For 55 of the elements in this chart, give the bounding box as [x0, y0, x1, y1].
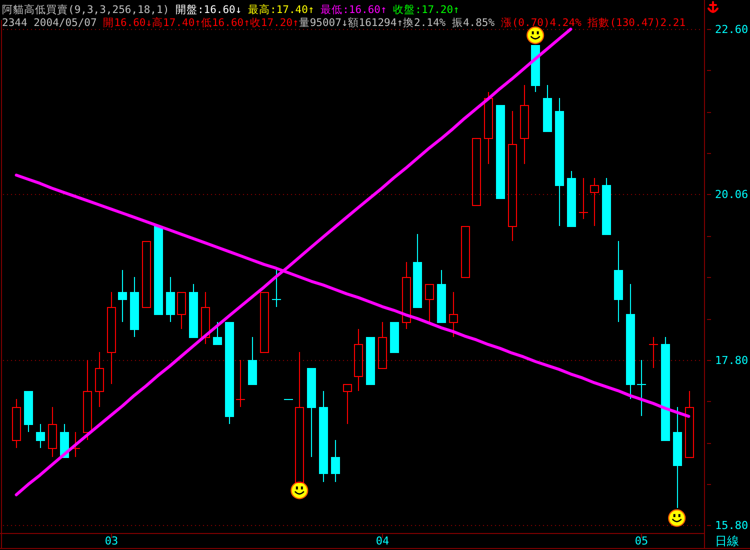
candlestick — [496, 105, 505, 199]
candlestick — [626, 284, 635, 400]
candlestick — [118, 270, 127, 322]
candlestick — [648, 336, 658, 368]
candlestick — [449, 292, 458, 338]
candlestick — [343, 384, 352, 424]
candlestick — [508, 110, 517, 242]
candlestick — [154, 226, 163, 315]
candlestick — [661, 336, 670, 441]
candlestick — [520, 84, 529, 164]
candlestick — [95, 352, 104, 408]
candlestick — [567, 170, 576, 227]
text: 開盤:16.60↓ — [175, 4, 242, 16]
candlestick — [366, 337, 375, 385]
annotation: 漲(0.70)4.24% 指數(130.47)2.21 — [500, 17, 686, 29]
text: 最低:16.60↑ — [320, 4, 387, 16]
x-tick-label: 05 — [634, 534, 648, 548]
candlestick — [555, 98, 564, 226]
y-tick-label: 22.60 — [715, 23, 748, 36]
text: 收盤:17.20↑ — [393, 4, 460, 16]
candlestick — [437, 270, 446, 323]
candlestick — [260, 292, 269, 353]
candlestick — [189, 284, 198, 338]
annotation: 2344 2004/05/07 — [2, 17, 97, 29]
candlestick — [107, 292, 116, 384]
candlestick — [390, 322, 399, 353]
candlestick — [354, 328, 363, 392]
candlestick — [673, 406, 682, 508]
y-tick-label: 20.06 — [715, 188, 748, 201]
candlestick — [685, 390, 694, 458]
candlestick — [425, 284, 434, 322]
candlestick — [461, 226, 470, 278]
candlestick — [248, 336, 257, 385]
candlestick — [413, 234, 422, 308]
candlestick — [590, 178, 599, 226]
y-tick-label: 15.80 — [715, 519, 748, 532]
annotation: 量95007↓額161294↑換2.14% 振4.85% — [298, 16, 496, 29]
candlestick — [295, 352, 304, 483]
chart-title: 阿貓高低買賣(9,3,3,256,18,1) — [2, 3, 170, 16]
candlestick — [142, 241, 151, 308]
annotation: 開16.60↓高17.40↑低16.60↑收17.20↑ — [103, 16, 299, 29]
x-tick-label: 03 — [104, 534, 118, 548]
candlestick — [472, 138, 481, 206]
candlestick — [614, 240, 623, 322]
candlestick — [378, 322, 387, 369]
x-axis-title: 日線 — [715, 534, 739, 548]
candlestick — [177, 292, 186, 330]
candlestick — [636, 360, 646, 416]
candlestick — [213, 322, 222, 345]
text: 最高:17.40↑ — [248, 3, 314, 16]
candlestick — [307, 368, 316, 458]
x-tick-label: 04 — [376, 534, 390, 548]
candlestick — [543, 84, 552, 132]
candlestick — [602, 178, 611, 235]
y-tick-label: 17.80 — [715, 354, 748, 367]
